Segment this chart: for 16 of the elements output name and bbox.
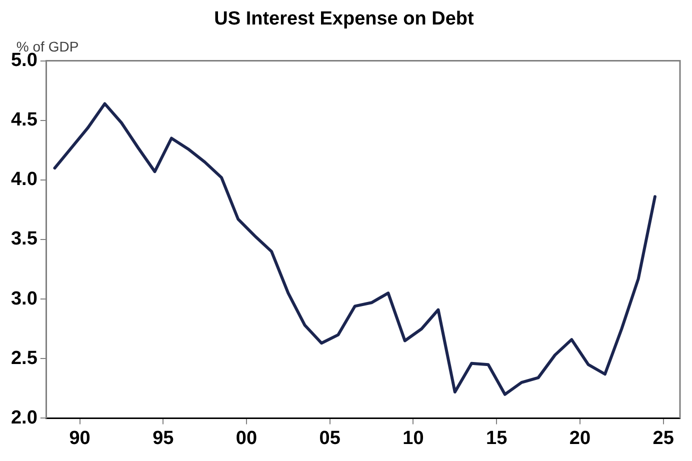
y-tick-label: 2.5 bbox=[10, 348, 38, 369]
chart-title: US Interest Expense on Debt bbox=[214, 8, 475, 30]
y-tick-label: 2.0 bbox=[10, 407, 38, 428]
x-tick-label: 90 bbox=[69, 428, 90, 449]
y-tick-label: 3.5 bbox=[10, 228, 38, 250]
x-tick-label: 20 bbox=[569, 428, 591, 449]
y-tick-label: 4.5 bbox=[10, 110, 38, 131]
x-tick-label: 00 bbox=[236, 428, 258, 449]
y-tick-label: 5.0 bbox=[10, 50, 38, 72]
y-tick-label: 3.0 bbox=[10, 288, 38, 310]
x-tick-label: 15 bbox=[486, 428, 508, 449]
x-tick-label: 95 bbox=[152, 428, 174, 449]
x-tick-label: 25 bbox=[652, 428, 674, 449]
x-tick-label: 10 bbox=[402, 428, 424, 449]
x-tick-label: 05 bbox=[319, 428, 341, 449]
y-tick-label: 4.0 bbox=[10, 169, 38, 190]
